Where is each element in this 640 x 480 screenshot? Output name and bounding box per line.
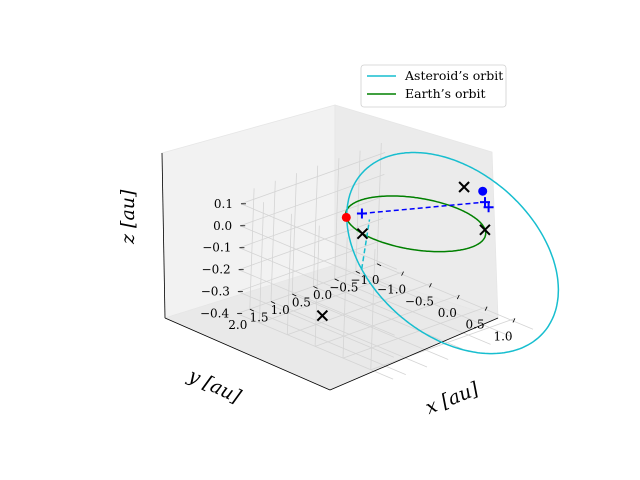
grid-line-z-left — [236, 261, 382, 314]
legend-label-asteroid: Asteroid’s orbit — [404, 68, 503, 83]
z-tick-label: −0.4 — [200, 307, 230, 321]
y-tick-label: −0.5 — [329, 280, 358, 294]
grid-line-z-left — [240, 174, 385, 227]
grid-line-y-wall — [334, 158, 340, 279]
x-tick-label: −1.0 — [377, 283, 406, 297]
plus-marker — [483, 202, 494, 213]
grid-line-y-floor — [334, 278, 491, 345]
legend-box — [360, 64, 507, 108]
x-tick-mark — [484, 306, 488, 311]
x-tick-mark — [429, 283, 432, 288]
grid-line-x-wall — [370, 248, 376, 370]
grid-line-y-wall — [249, 188, 255, 310]
grid-line-z-left — [239, 196, 384, 249]
grid-line-z-left — [238, 218, 383, 271]
x-marker — [458, 181, 470, 193]
grid-line-z-back — [238, 269, 395, 336]
grid-line-z-back — [240, 225, 397, 292]
y-tick-mark — [292, 293, 297, 297]
grid-line-x-floor — [314, 294, 460, 347]
z-tick-label: 0.0 — [213, 219, 232, 233]
earth-orbit-line — [344, 195, 487, 253]
tick-labels: −1.0−0.50.00.51.0−1.0−0.50.00.51.01.52.0… — [200, 197, 516, 343]
x-marker — [479, 224, 491, 236]
axis-lines — [161, 152, 499, 391]
grid-line-y-floor — [292, 293, 449, 360]
x-tick-label: 0.5 — [466, 318, 485, 332]
y-axis-label: y [au] — [184, 364, 245, 408]
grid-line-z-back — [240, 203, 398, 270]
grid-line-z-left — [240, 152, 386, 205]
y-tick-label: −1.0 — [350, 273, 379, 287]
grid-line-z-back — [237, 291, 395, 358]
x-tick-mark — [401, 271, 404, 276]
z-tick-label: 0.1 — [214, 197, 233, 211]
plus-marker — [480, 197, 491, 208]
grid-line-x-floor — [287, 282, 432, 336]
z-tick-label: −0.3 — [201, 285, 230, 299]
grid-line-y-wall — [376, 142, 382, 264]
transfer-trajectory-line — [361, 201, 486, 215]
x-tick-mark — [512, 318, 516, 323]
z-axis-label: z [au] — [117, 189, 139, 245]
grid-line-y-wall — [313, 165, 319, 287]
grid-line-x-wall — [259, 202, 264, 324]
plus-marker — [356, 208, 367, 219]
y-tick-mark — [376, 263, 382, 267]
z-axis-line — [161, 152, 166, 319]
grid-line-z-back — [236, 313, 394, 380]
y-tick-label: 0.5 — [292, 295, 311, 309]
y-tick-label: 1.0 — [271, 303, 290, 317]
y-tick-label: 2.0 — [228, 318, 247, 332]
x-marker — [356, 227, 369, 240]
grid-lines — [236, 142, 534, 380]
x-axis-label: x [au] — [422, 378, 482, 419]
asteroid-transfer-leg-line — [360, 219, 371, 270]
z-tick-label: −0.1 — [202, 241, 231, 255]
y-tick-mark — [355, 270, 361, 274]
grid-line-z-back — [239, 247, 396, 314]
y-tick-mark — [313, 286, 318, 289]
grid-line-y-floor — [376, 263, 534, 330]
grid-line-y-wall — [355, 150, 361, 272]
grid-line-x-wall — [314, 225, 320, 347]
grid-line-x-wall — [342, 237, 348, 359]
grid-line-z-left — [237, 239, 383, 292]
grid-line-y-floor — [249, 308, 406, 375]
x-tick-label: −0.5 — [405, 294, 434, 308]
x-tick-mark — [456, 294, 460, 300]
plot-data — [316, 151, 560, 355]
x-tick-label: 1.0 — [493, 329, 512, 343]
y-tick-mark — [334, 278, 339, 282]
grid-line-y-floor — [270, 301, 428, 368]
y-axis-line — [164, 317, 331, 391]
x-axis-line — [329, 317, 499, 391]
grid-line-y-wall — [291, 173, 297, 295]
y-tick-label: 1.5 — [249, 311, 268, 325]
grid-line-y-floor — [355, 270, 512, 338]
asteroid-orbit-line — [346, 151, 560, 355]
grid-line-x-floor — [370, 318, 516, 371]
y-tick-mark — [270, 301, 276, 304]
y-tick-label: 0.0 — [313, 288, 332, 302]
grid-line-x-wall — [286, 213, 292, 335]
y-tick-mark — [249, 308, 255, 312]
x-tick-label: 0.0 — [438, 306, 457, 320]
grid-line-x-floor — [342, 306, 488, 359]
grid-line-y-wall — [270, 180, 276, 302]
legend-label-earth: Earth’s orbit — [405, 86, 486, 101]
departure-point — [341, 212, 351, 222]
grid-line-x-floor — [259, 271, 404, 324]
arrival-point — [478, 186, 488, 196]
legend: Asteroid’s orbit Earth’s orbit — [360, 64, 507, 108]
x-marker — [316, 309, 329, 322]
z-tick-label: −0.2 — [202, 263, 231, 277]
